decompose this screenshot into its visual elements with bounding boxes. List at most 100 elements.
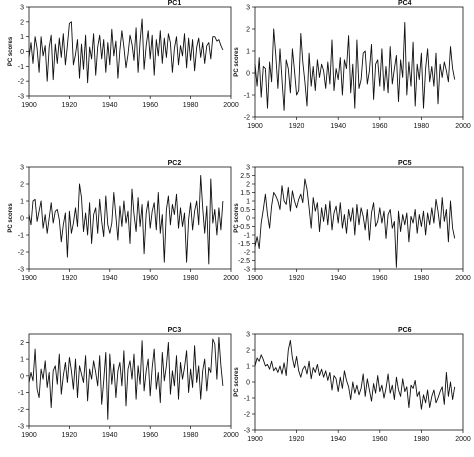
x-tick-label: 1900 <box>21 102 37 109</box>
chart-panel-3: PC3 1900 1920 1940 1960 1980 2000 -3 -2 -1 0 1 2 <box>18 327 239 439</box>
x-tick-label: 1980 <box>414 436 430 443</box>
x-tick-label: 1940 <box>102 275 118 282</box>
series-line-1 <box>28 336 224 420</box>
x-tick-label: 2000 <box>455 275 471 282</box>
x-tick-label: 1980 <box>183 275 199 282</box>
y-tick-label: 0 <box>246 216 250 223</box>
x-tick-label: 1940 <box>330 436 346 443</box>
chart-panel-1: PC1 1900 1920 1940 1960 1980 2000 -3 -2 -1 0 1 2 3 PC … <box>8 0 239 109</box>
y-tick-label: 3 <box>246 332 250 339</box>
y-tick-label: 0.5 <box>240 207 250 214</box>
y-tick-label: 1 <box>20 34 24 41</box>
x-tick-label: 1960 <box>372 123 388 130</box>
y-axis-label: PC scores <box>234 203 240 233</box>
x-tick-label: 1920 <box>62 275 78 282</box>
y-tick-label: -0.5 <box>238 224 250 231</box>
y-axis-label: PC scores <box>234 47 240 77</box>
x-tick-label: 1960 <box>142 432 158 439</box>
x-tick-label: 1980 <box>183 102 199 109</box>
x-tick-label: 1920 <box>62 432 78 439</box>
y-tick-label: -3 <box>18 424 24 431</box>
y-tick-label: 2 <box>20 182 24 189</box>
plot-frame <box>254 166 464 270</box>
y-tick-label: 2 <box>246 348 250 355</box>
series-line-1 <box>254 178 456 268</box>
x-tick-label: 1920 <box>289 436 305 443</box>
y-tick-label: -1 <box>18 64 24 71</box>
plot-frame <box>28 333 232 427</box>
y-axis-label: PC scores <box>234 367 240 397</box>
plot-frame <box>254 333 464 431</box>
x-tick-label: 1960 <box>142 102 158 109</box>
x-tick-label: 2000 <box>223 275 239 282</box>
y-tick-label: 1 <box>246 199 250 206</box>
y-axis-label: PC scores <box>8 203 14 233</box>
series-line-1 <box>254 339 456 410</box>
plot-frame <box>28 6 232 97</box>
y-tick-label: -3 <box>244 428 250 435</box>
x-tick-label: 1980 <box>183 432 199 439</box>
series-line-1 <box>254 21 456 111</box>
x-tick-label: 1900 <box>247 275 263 282</box>
y-tick-label: -2 <box>244 115 250 122</box>
chart-title: PC2 <box>168 160 182 167</box>
y-tick-label: 3 <box>246 5 250 12</box>
x-tick-label: 1980 <box>414 123 430 130</box>
y-axis-label: PC scores <box>8 36 14 66</box>
y-tick-label: -3 <box>18 267 24 274</box>
y-tick-label: -2 <box>18 250 24 257</box>
y-tick-label: -2 <box>18 79 24 86</box>
y-tick-label: -1 <box>244 233 250 240</box>
y-tick-label: 1.5 <box>240 190 250 197</box>
y-tick-label: 1 <box>246 49 250 56</box>
series-line-1 <box>28 18 224 84</box>
x-tick-label: 1960 <box>372 436 388 443</box>
y-tick-label: 2 <box>20 340 24 347</box>
x-tick-label: 2000 <box>223 432 239 439</box>
y-tick-label: 2 <box>20 19 24 26</box>
x-tick-label: 2000 <box>455 436 471 443</box>
y-tick-label: 0 <box>20 373 24 380</box>
y-tick-label: -2 <box>244 412 250 419</box>
y-tick-label: 3 <box>20 5 24 12</box>
plot-frame <box>254 6 464 118</box>
x-tick-label: 1960 <box>142 275 158 282</box>
y-tick-label: 3 <box>20 165 24 172</box>
x-tick-label: 1920 <box>289 275 305 282</box>
y-tick-label: 2.5 <box>240 173 250 180</box>
y-tick-label: 0 <box>20 49 24 56</box>
x-tick-label: 1980 <box>414 275 430 282</box>
series-line-1 <box>28 175 224 265</box>
y-tick-label: 3 <box>246 165 250 172</box>
x-tick-label: 1900 <box>21 275 37 282</box>
x-tick-label: 2000 <box>455 123 471 130</box>
y-tick-label: -3 <box>18 94 24 101</box>
chart-panel-4: PC4 1900 1920 1940 1960 1980 2000 -2 -1 0 1 2 3 PC sc… <box>234 0 471 130</box>
chart-title: PC6 <box>398 327 412 334</box>
y-tick-label: -1 <box>244 93 250 100</box>
chart-panel-2: PC2 1900 1920 1940 1960 1980 2000 -3 -2 -1 0 1 2 3 PC … <box>8 160 239 282</box>
x-tick-label: 1940 <box>330 123 346 130</box>
y-tick-label: -1 <box>18 233 24 240</box>
y-tick-label: -2.5 <box>238 258 250 265</box>
chart-title: PC4 <box>398 0 412 7</box>
y-tick-label: 0 <box>20 216 24 223</box>
y-tick-label: -1 <box>244 396 250 403</box>
y-tick-label: 2 <box>246 27 250 34</box>
chart-title: PC5 <box>398 160 412 167</box>
x-tick-label: 1900 <box>247 123 263 130</box>
x-tick-label: 1940 <box>102 432 118 439</box>
y-tick-label: -2 <box>244 250 250 257</box>
y-tick-label: -1.5 <box>238 241 250 248</box>
y-tick-label: -1 <box>18 390 24 397</box>
x-tick-label: 1900 <box>21 432 37 439</box>
y-tick-label: 1 <box>20 199 24 206</box>
y-tick-label: 0 <box>246 71 250 78</box>
y-tick-label: 1 <box>246 364 250 371</box>
y-tick-label: -2 <box>18 407 24 414</box>
x-tick-label: 1940 <box>330 275 346 282</box>
x-tick-label: 1940 <box>102 102 118 109</box>
chart-title: PC1 <box>168 0 182 7</box>
chart-panel-6: PC6 1900 1920 1940 1960 1980 2000 -3 -2 -1 0 1 2 3 PC … <box>234 327 471 443</box>
